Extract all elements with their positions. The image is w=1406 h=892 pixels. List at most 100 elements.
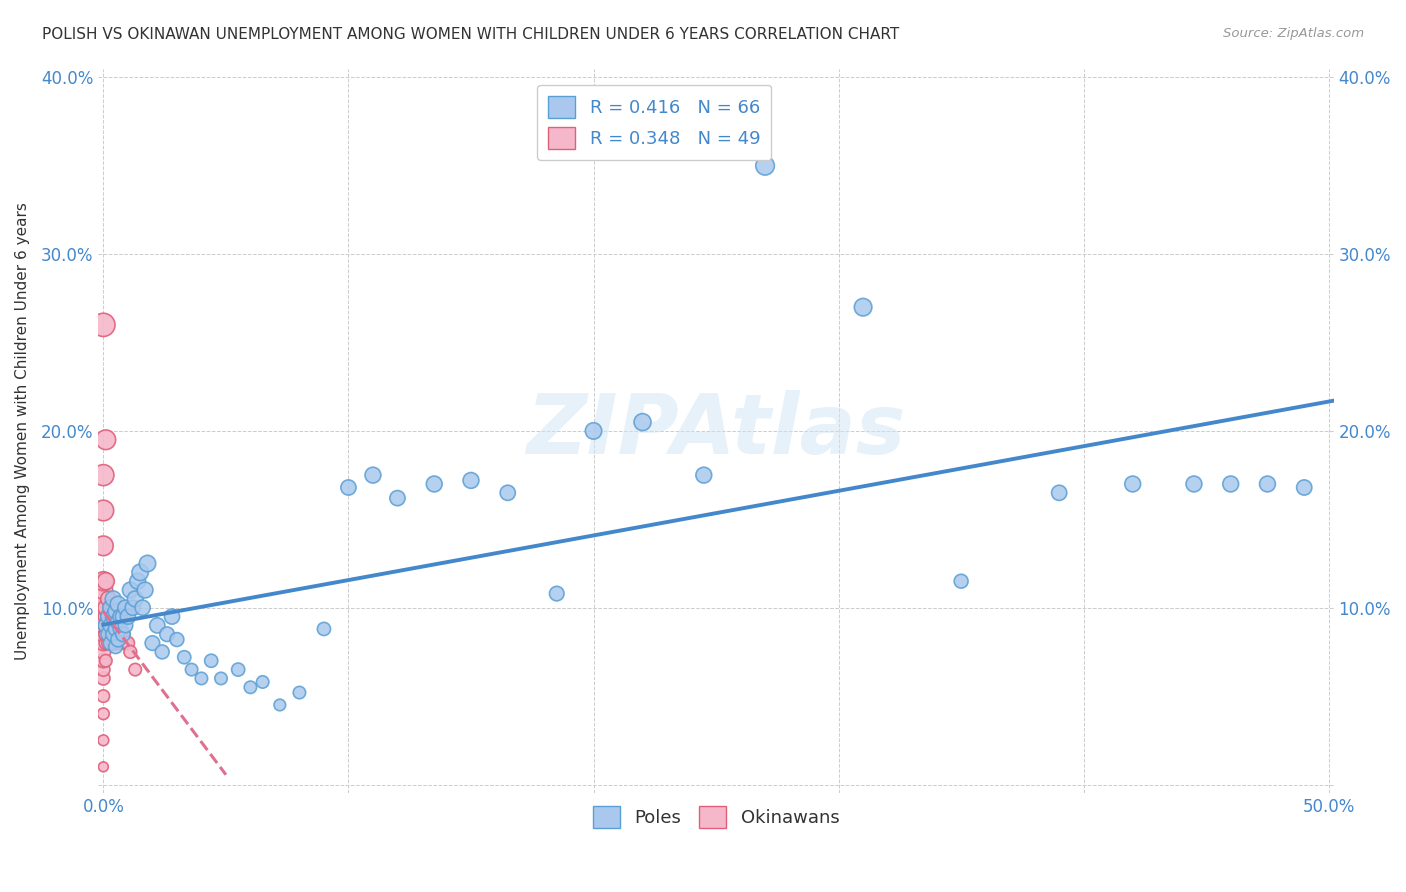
Point xyxy=(94,574,117,589)
Point xyxy=(190,672,212,686)
Point xyxy=(107,632,129,647)
Point xyxy=(93,574,115,589)
Point xyxy=(361,468,384,483)
Point xyxy=(180,663,202,677)
Point xyxy=(97,618,120,632)
Point xyxy=(93,706,115,721)
Point xyxy=(93,539,115,553)
Point xyxy=(97,627,120,641)
Point xyxy=(93,609,115,624)
Point xyxy=(134,582,156,597)
Point xyxy=(252,675,274,690)
Point xyxy=(239,680,262,694)
Point xyxy=(460,474,482,488)
Y-axis label: Unemployment Among Women with Children Under 6 years: Unemployment Among Women with Children U… xyxy=(15,202,30,660)
Point xyxy=(269,698,291,712)
Point xyxy=(97,591,120,606)
Point xyxy=(1219,477,1241,491)
Text: ZIPAtlas: ZIPAtlas xyxy=(526,391,905,472)
Point xyxy=(173,650,195,665)
Point xyxy=(107,597,129,611)
Point xyxy=(97,609,120,624)
Point xyxy=(93,582,115,597)
Point xyxy=(124,591,146,606)
Point xyxy=(337,481,360,495)
Point xyxy=(1256,477,1278,491)
Point xyxy=(100,618,122,632)
Point xyxy=(852,300,875,314)
Point xyxy=(94,609,117,624)
Point xyxy=(97,609,120,624)
Point xyxy=(754,159,776,173)
Point xyxy=(104,609,127,624)
Point xyxy=(93,645,115,659)
Point xyxy=(166,632,188,647)
Point xyxy=(1122,477,1144,491)
Point xyxy=(93,591,115,606)
Text: Source: ZipAtlas.com: Source: ZipAtlas.com xyxy=(1223,27,1364,40)
Point xyxy=(117,636,139,650)
Point xyxy=(124,663,146,677)
Point xyxy=(131,600,153,615)
Point xyxy=(101,627,124,641)
Point xyxy=(93,733,115,747)
Point xyxy=(121,600,143,615)
Point xyxy=(93,618,115,632)
Point xyxy=(101,591,124,606)
Point xyxy=(950,574,973,589)
Point xyxy=(114,636,136,650)
Point xyxy=(582,424,605,438)
Point xyxy=(93,503,115,517)
Point xyxy=(94,618,117,632)
Point xyxy=(93,654,115,668)
Point xyxy=(104,640,127,654)
Point xyxy=(546,586,568,600)
Point xyxy=(100,627,122,641)
Point xyxy=(114,618,136,632)
Point xyxy=(100,636,122,650)
Point xyxy=(200,654,222,668)
Point xyxy=(93,689,115,703)
Point xyxy=(496,485,519,500)
Point xyxy=(160,609,183,624)
Point xyxy=(136,557,159,571)
Point xyxy=(101,600,124,615)
Point xyxy=(226,663,249,677)
Point xyxy=(94,636,117,650)
Point xyxy=(387,491,409,505)
Point xyxy=(93,760,115,774)
Point xyxy=(97,636,120,650)
Point xyxy=(288,685,311,699)
Point xyxy=(100,618,122,632)
Point xyxy=(100,600,122,615)
Point xyxy=(110,609,132,624)
Point xyxy=(1294,481,1316,495)
Point xyxy=(423,477,446,491)
Point xyxy=(93,663,115,677)
Point xyxy=(93,627,115,641)
Point xyxy=(94,627,117,641)
Point xyxy=(120,645,142,659)
Point xyxy=(120,582,142,597)
Point xyxy=(111,627,134,641)
Text: POLISH VS OKINAWAN UNEMPLOYMENT AMONG WOMEN WITH CHILDREN UNDER 6 YEARS CORRELAT: POLISH VS OKINAWAN UNEMPLOYMENT AMONG WO… xyxy=(42,27,900,42)
Point xyxy=(93,600,115,615)
Point xyxy=(93,636,115,650)
Point xyxy=(110,609,132,624)
Point xyxy=(94,618,117,632)
Point xyxy=(1182,477,1205,491)
Point xyxy=(111,627,134,641)
Point xyxy=(94,433,117,447)
Point xyxy=(631,415,654,429)
Point xyxy=(94,654,117,668)
Point xyxy=(114,600,136,615)
Point xyxy=(110,627,132,641)
Point xyxy=(1047,485,1070,500)
Point xyxy=(150,645,173,659)
Point xyxy=(129,566,152,580)
Point xyxy=(110,622,132,636)
Point xyxy=(94,600,117,615)
Point xyxy=(117,609,139,624)
Point xyxy=(101,609,124,624)
Point xyxy=(141,636,163,650)
